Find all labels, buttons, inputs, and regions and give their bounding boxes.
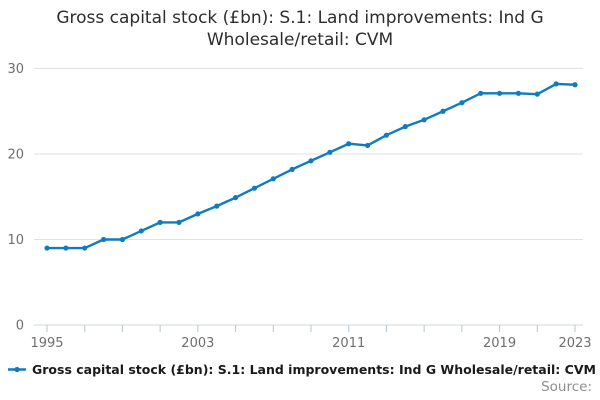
- x-tick-label: 2003: [181, 336, 214, 351]
- data-point: [515, 90, 522, 96]
- data-point: [157, 219, 163, 225]
- data-point: [214, 203, 220, 209]
- data-point: [346, 141, 352, 147]
- data-point: [100, 236, 107, 243]
- y-tick-label: 10: [7, 233, 24, 248]
- legend-line-marker-icon: [7, 365, 27, 374]
- data-point: [232, 195, 239, 201]
- data-point: [553, 81, 559, 87]
- x-tick-label: 2019: [483, 336, 516, 351]
- data-point: [534, 91, 540, 97]
- data-line: [47, 82, 576, 250]
- data-point: [402, 124, 408, 130]
- data-point: [478, 90, 484, 96]
- legend: Gross capital stock (£bn): S.1: Land imp…: [7, 362, 596, 377]
- data-point: [383, 132, 390, 138]
- data-point: [270, 176, 276, 182]
- y-tick-label: 30: [7, 62, 24, 77]
- data-point: [496, 90, 503, 96]
- data-point: [251, 185, 258, 191]
- data-point: [195, 211, 201, 217]
- source-caption: Source:: [541, 379, 592, 395]
- data-point: [44, 245, 50, 251]
- x-tick-label: 2011: [332, 336, 365, 351]
- data-point: [459, 100, 465, 106]
- page-title: Gross capital stock (£bn): S.1: Land imp…: [30, 7, 570, 51]
- data-point: [119, 236, 126, 243]
- x-tick-label: 1995: [30, 336, 63, 351]
- page-title-text: Gross capital stock (£bn): S.1: Land imp…: [56, 8, 544, 50]
- y-tick-label: 20: [7, 148, 24, 163]
- data-point: [138, 228, 144, 234]
- data-point: [82, 245, 88, 251]
- data-point: [421, 117, 427, 123]
- data-point: [327, 149, 333, 155]
- data-point: [176, 219, 182, 225]
- legend-label: Gross capital stock (£bn): S.1: Land imp…: [32, 362, 596, 377]
- data-point: [289, 166, 295, 172]
- data-point: [572, 82, 578, 88]
- line-chart: 0 10 20 30 1995 2003 2011 2019 2023: [7, 62, 591, 351]
- data-point: [364, 142, 371, 149]
- data-point: [308, 158, 314, 164]
- y-tick-label: 0: [16, 319, 24, 334]
- data-point: [440, 108, 446, 114]
- data-point: [63, 245, 69, 251]
- x-tick-label: 2023: [558, 336, 591, 351]
